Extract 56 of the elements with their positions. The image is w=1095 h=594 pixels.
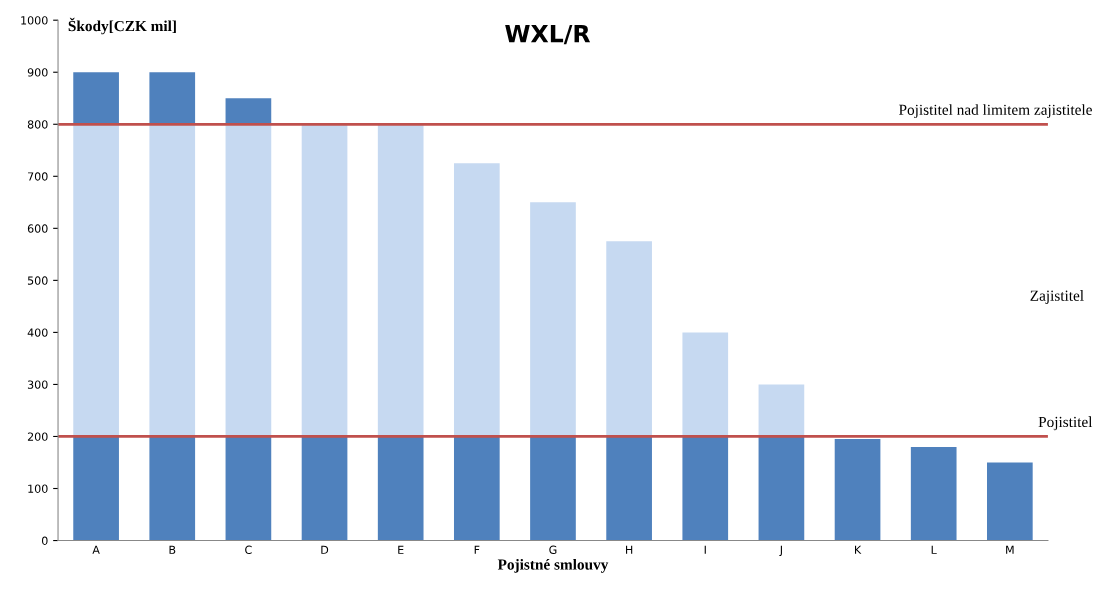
- bar: [301, 436, 348, 541]
- y-tick-label: 500: [27, 276, 48, 285]
- x-tick-label: C: [245, 545, 252, 554]
- x-tick-label: G: [549, 545, 557, 554]
- x-tick-label: E: [398, 545, 404, 554]
- x-tick-label: D: [321, 545, 329, 554]
- bar: [453, 436, 500, 541]
- x-tick-label: H: [626, 545, 633, 554]
- bar: [73, 436, 119, 541]
- bar: [910, 446, 957, 541]
- bar: [73, 72, 119, 125]
- x-tick-label: L: [931, 545, 937, 554]
- bar: [606, 241, 652, 437]
- y-tick-label: 900: [27, 68, 48, 77]
- y-tick-label: 1000: [21, 16, 48, 25]
- bar: [377, 124, 424, 437]
- bar: [225, 98, 272, 125]
- y-axis-title: Škody[CZK mil]: [68, 17, 176, 35]
- chart-title: WXL/R: [505, 24, 591, 45]
- bar: [453, 163, 500, 437]
- bar: [225, 436, 272, 541]
- x-tick-label: M: [1006, 545, 1014, 554]
- y-tick-label: 0: [41, 536, 48, 545]
- bar: [987, 462, 1033, 541]
- x-tick-label: A: [92, 545, 100, 554]
- x-tick-label: F: [474, 545, 480, 554]
- ref-line-label: Pojistitel nad limitem zajistitele: [898, 104, 1092, 119]
- bar: [758, 436, 805, 541]
- y-tick-label: 200: [27, 432, 48, 441]
- bar: [758, 384, 805, 437]
- y-tick-label: 400: [27, 328, 48, 337]
- bar: [377, 436, 424, 541]
- bar: [149, 436, 196, 541]
- x-tick-label: B: [169, 545, 176, 554]
- bar: [682, 332, 729, 437]
- bar: [149, 124, 196, 437]
- bar: [530, 436, 576, 541]
- x-tick-label: J: [779, 545, 782, 557]
- y-tick-label: 700: [28, 172, 48, 181]
- y-tick-label: 300: [27, 380, 48, 389]
- x-tick-label: I: [704, 545, 706, 554]
- x-axis-title: Pojistné smlouvy: [497, 558, 609, 573]
- y-tick-label: 800: [27, 120, 48, 129]
- annotation: Zajistitel: [1030, 290, 1084, 304]
- bar: [225, 124, 272, 437]
- bar: [606, 436, 652, 541]
- bar: [301, 124, 348, 437]
- bar: [834, 439, 881, 541]
- y-tick-label: 100: [28, 484, 48, 493]
- bar: [682, 436, 729, 541]
- y-tick-label: 600: [27, 224, 48, 233]
- x-tick-label: K: [855, 545, 862, 554]
- bar: [73, 124, 119, 437]
- bar: [149, 72, 196, 125]
- bar: [530, 202, 576, 437]
- ref-line-label: Pojistitel: [1038, 416, 1093, 431]
